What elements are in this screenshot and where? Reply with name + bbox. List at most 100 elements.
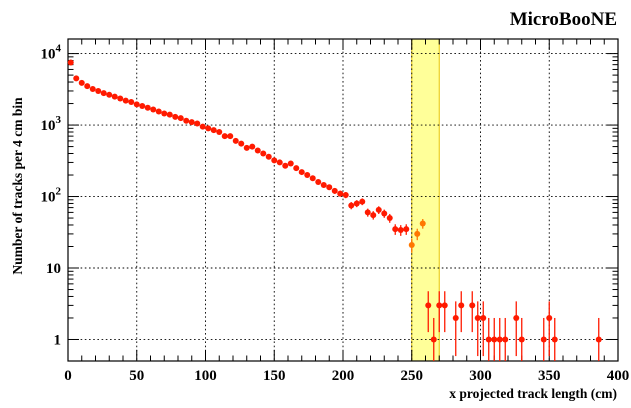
- data-point: [271, 157, 278, 164]
- data-point: [205, 125, 212, 132]
- data-marker: [67, 59, 74, 66]
- data-marker: [95, 87, 102, 94]
- data-point: [315, 178, 322, 185]
- data-point: [304, 172, 311, 179]
- data-marker: [386, 215, 393, 222]
- data-point: [128, 99, 135, 106]
- data-marker: [227, 133, 234, 140]
- data-point: [89, 85, 96, 92]
- data-point: [73, 75, 80, 82]
- data-point: [397, 225, 404, 236]
- data-point: [309, 175, 316, 182]
- data-point: [513, 301, 520, 357]
- data-point: [452, 301, 459, 357]
- data-marker: [122, 97, 129, 104]
- data-point: [238, 140, 245, 147]
- data-point: [491, 317, 498, 361]
- data-marker: [249, 143, 256, 150]
- data-marker: [144, 104, 151, 111]
- highlight-band: [411, 39, 440, 361]
- data-point: [551, 317, 558, 361]
- data-marker: [469, 302, 476, 309]
- data-marker: [166, 111, 173, 118]
- highlight-band-layer: [411, 39, 440, 361]
- data-point: [403, 224, 410, 235]
- grid-layer: [68, 39, 618, 361]
- data-marker: [326, 184, 333, 191]
- data-marker: [414, 230, 421, 237]
- data-marker: [84, 83, 91, 90]
- data-point: [436, 291, 443, 333]
- data-point: [210, 127, 217, 134]
- data-marker: [155, 108, 162, 115]
- data-point: [469, 291, 476, 333]
- data-point: [381, 209, 388, 218]
- data-point: [150, 106, 157, 113]
- data-marker: [348, 202, 355, 209]
- data-marker: [595, 336, 602, 343]
- data-point: [282, 162, 289, 169]
- data-marker: [485, 336, 492, 343]
- data-marker: [254, 147, 261, 154]
- data-marker: [518, 336, 525, 343]
- data-point: [502, 317, 509, 361]
- data-marker: [491, 336, 498, 343]
- x-axis-title: x projected track length (cm): [449, 386, 617, 401]
- data-marker: [183, 117, 190, 124]
- data-marker: [298, 169, 305, 176]
- data-point: [194, 120, 201, 127]
- data-marker: [172, 113, 179, 120]
- data-point: [337, 190, 344, 197]
- data-marker: [210, 127, 217, 134]
- data-marker: [221, 133, 228, 140]
- y-tick-label: 102: [41, 186, 62, 206]
- data-point: [106, 91, 113, 98]
- data-point: [595, 317, 602, 361]
- data-marker: [458, 302, 465, 309]
- data-point: [227, 133, 234, 140]
- data-point: [139, 102, 146, 109]
- data-point: [320, 182, 327, 189]
- data-point: [518, 317, 525, 361]
- data-point: [84, 83, 91, 90]
- data-marker: [436, 302, 443, 309]
- data-marker: [89, 85, 96, 92]
- data-marker: [474, 314, 481, 321]
- data-marker: [430, 336, 437, 343]
- data-marker: [100, 90, 107, 97]
- data-marker: [370, 212, 377, 219]
- data-marker: [188, 119, 195, 126]
- data-marker: [78, 79, 85, 86]
- data-marker: [73, 75, 80, 82]
- data-marker: [276, 159, 283, 166]
- data-point: [122, 97, 129, 104]
- label-layer: MicroBooNE x projected track length (cm)…: [10, 9, 617, 401]
- data-marker: [403, 226, 410, 233]
- data-point: [133, 101, 140, 108]
- data-marker: [287, 160, 294, 167]
- data-marker: [540, 336, 547, 343]
- data-marker: [216, 128, 223, 135]
- data-marker: [397, 227, 404, 234]
- data-marker: [381, 210, 388, 217]
- data-point: [254, 147, 261, 154]
- data-point: [386, 213, 393, 223]
- data-point: [177, 115, 184, 122]
- data-marker: [364, 209, 371, 216]
- tick-layer: 0 50 100 150 200 250 300 350 400 1 10 102 103 104: [41, 39, 630, 384]
- x-tick-label: 400: [607, 368, 630, 384]
- data-points-layer: [67, 59, 602, 361]
- y-tick-label: 103: [41, 114, 62, 134]
- data-point: [293, 165, 300, 172]
- data-marker: [106, 91, 113, 98]
- data-marker: [205, 125, 212, 132]
- y-tick-label: 1: [54, 332, 62, 348]
- data-point: [496, 317, 503, 361]
- data-point: [67, 59, 74, 66]
- data-point: [265, 153, 272, 160]
- data-marker: [111, 93, 118, 100]
- x-tick-label: 0: [64, 368, 72, 384]
- data-point: [111, 93, 118, 100]
- data-marker: [337, 190, 344, 197]
